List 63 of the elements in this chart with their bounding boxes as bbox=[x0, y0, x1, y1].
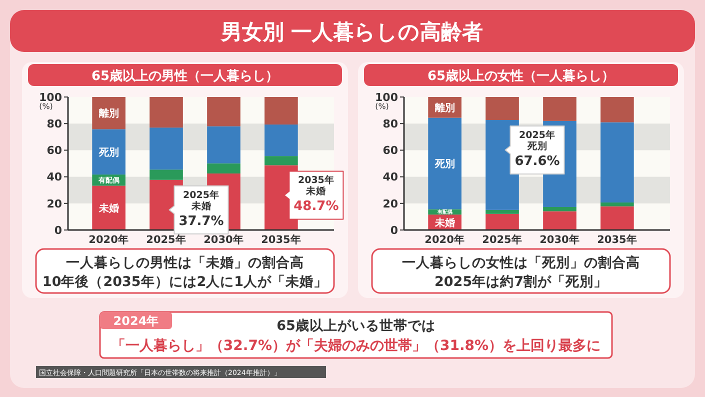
bar bbox=[207, 97, 240, 126]
text: 一人暮らしの男性は「未婚」の割合高 bbox=[66, 254, 304, 271]
x-tick-label: 2020年 bbox=[424, 233, 465, 246]
y-tick-label: 100 bbox=[39, 90, 62, 104]
bar bbox=[543, 211, 576, 230]
bar bbox=[428, 118, 462, 210]
text: 10年後（2035年）には2人に1人が「未婚」 bbox=[42, 274, 328, 290]
y-tick-label: 0 bbox=[54, 224, 62, 237]
x-tick-label: 2030年 bbox=[204, 233, 244, 246]
bar bbox=[486, 210, 519, 214]
bar bbox=[150, 97, 183, 128]
series-label: 未婚 bbox=[98, 202, 119, 214]
series-label: 死別 bbox=[434, 158, 455, 170]
series-label: 死別 bbox=[98, 146, 119, 158]
bar bbox=[543, 97, 576, 121]
series-label: 離別 bbox=[434, 102, 455, 114]
bar bbox=[264, 124, 298, 156]
bar bbox=[543, 206, 576, 212]
y-tick-label: 20 bbox=[382, 197, 398, 210]
bar bbox=[600, 206, 634, 230]
bar bbox=[150, 170, 183, 180]
y-tick-label: 80 bbox=[46, 117, 62, 130]
x-tick-label: 2035年 bbox=[261, 233, 302, 246]
chart-title: 男女別 一人暮らしの高齢者 bbox=[220, 20, 484, 44]
y-tick-label: 100 bbox=[375, 90, 398, 104]
text: 65歳以上がいる世帯では bbox=[276, 318, 436, 334]
x-tick-label: 2030年 bbox=[540, 233, 580, 246]
y-tick-label: 60 bbox=[46, 144, 62, 158]
bar bbox=[207, 163, 240, 174]
bar bbox=[92, 186, 126, 230]
text: 一人暮らしの女性は「死別」の割合高 bbox=[402, 254, 640, 271]
bar bbox=[600, 122, 634, 202]
text: 「一人暮らし」（32.7%）が「夫婦のみの世帯」（31.8%）を上回り最多に bbox=[111, 338, 601, 354]
x-tick-label: 2035年 bbox=[597, 233, 638, 246]
y-tick-label: 60 bbox=[382, 144, 398, 158]
y-axis-title: (%) bbox=[375, 102, 389, 111]
bar bbox=[600, 202, 634, 206]
text: 2025年は約7割が「死別」 bbox=[434, 273, 608, 290]
annotation: 2025年死別67.6% bbox=[514, 129, 560, 170]
text: 2024年 bbox=[113, 314, 159, 328]
bar bbox=[92, 129, 126, 175]
y-axis-title: (%) bbox=[39, 102, 53, 111]
chart-subtitle: 65歳以上の女性（一人暮らし） bbox=[427, 69, 615, 84]
bar bbox=[264, 156, 298, 166]
x-tick-label: 2025年 bbox=[146, 233, 186, 246]
x-tick-label: 2025年 bbox=[482, 233, 522, 246]
bar bbox=[207, 126, 240, 164]
bar bbox=[486, 97, 519, 120]
bar bbox=[150, 128, 183, 170]
bar bbox=[264, 97, 298, 125]
bar bbox=[486, 214, 519, 230]
series-label: 未婚 bbox=[434, 216, 455, 229]
bar bbox=[600, 97, 634, 122]
y-tick-label: 40 bbox=[46, 170, 62, 184]
y-tick-label: 20 bbox=[46, 197, 62, 210]
annotation: 2025年未婚37.7% bbox=[178, 188, 224, 229]
series-label: 離別 bbox=[98, 108, 119, 120]
annotation: 2035年未婚48.7% bbox=[294, 174, 339, 214]
y-tick-label: 40 bbox=[382, 170, 398, 184]
chart-subtitle: 65歳以上の男性（一人暮らし） bbox=[91, 69, 279, 84]
y-tick-label: 80 bbox=[382, 117, 398, 130]
x-tick-label: 2020年 bbox=[88, 233, 129, 246]
y-tick-label: 0 bbox=[390, 224, 398, 237]
